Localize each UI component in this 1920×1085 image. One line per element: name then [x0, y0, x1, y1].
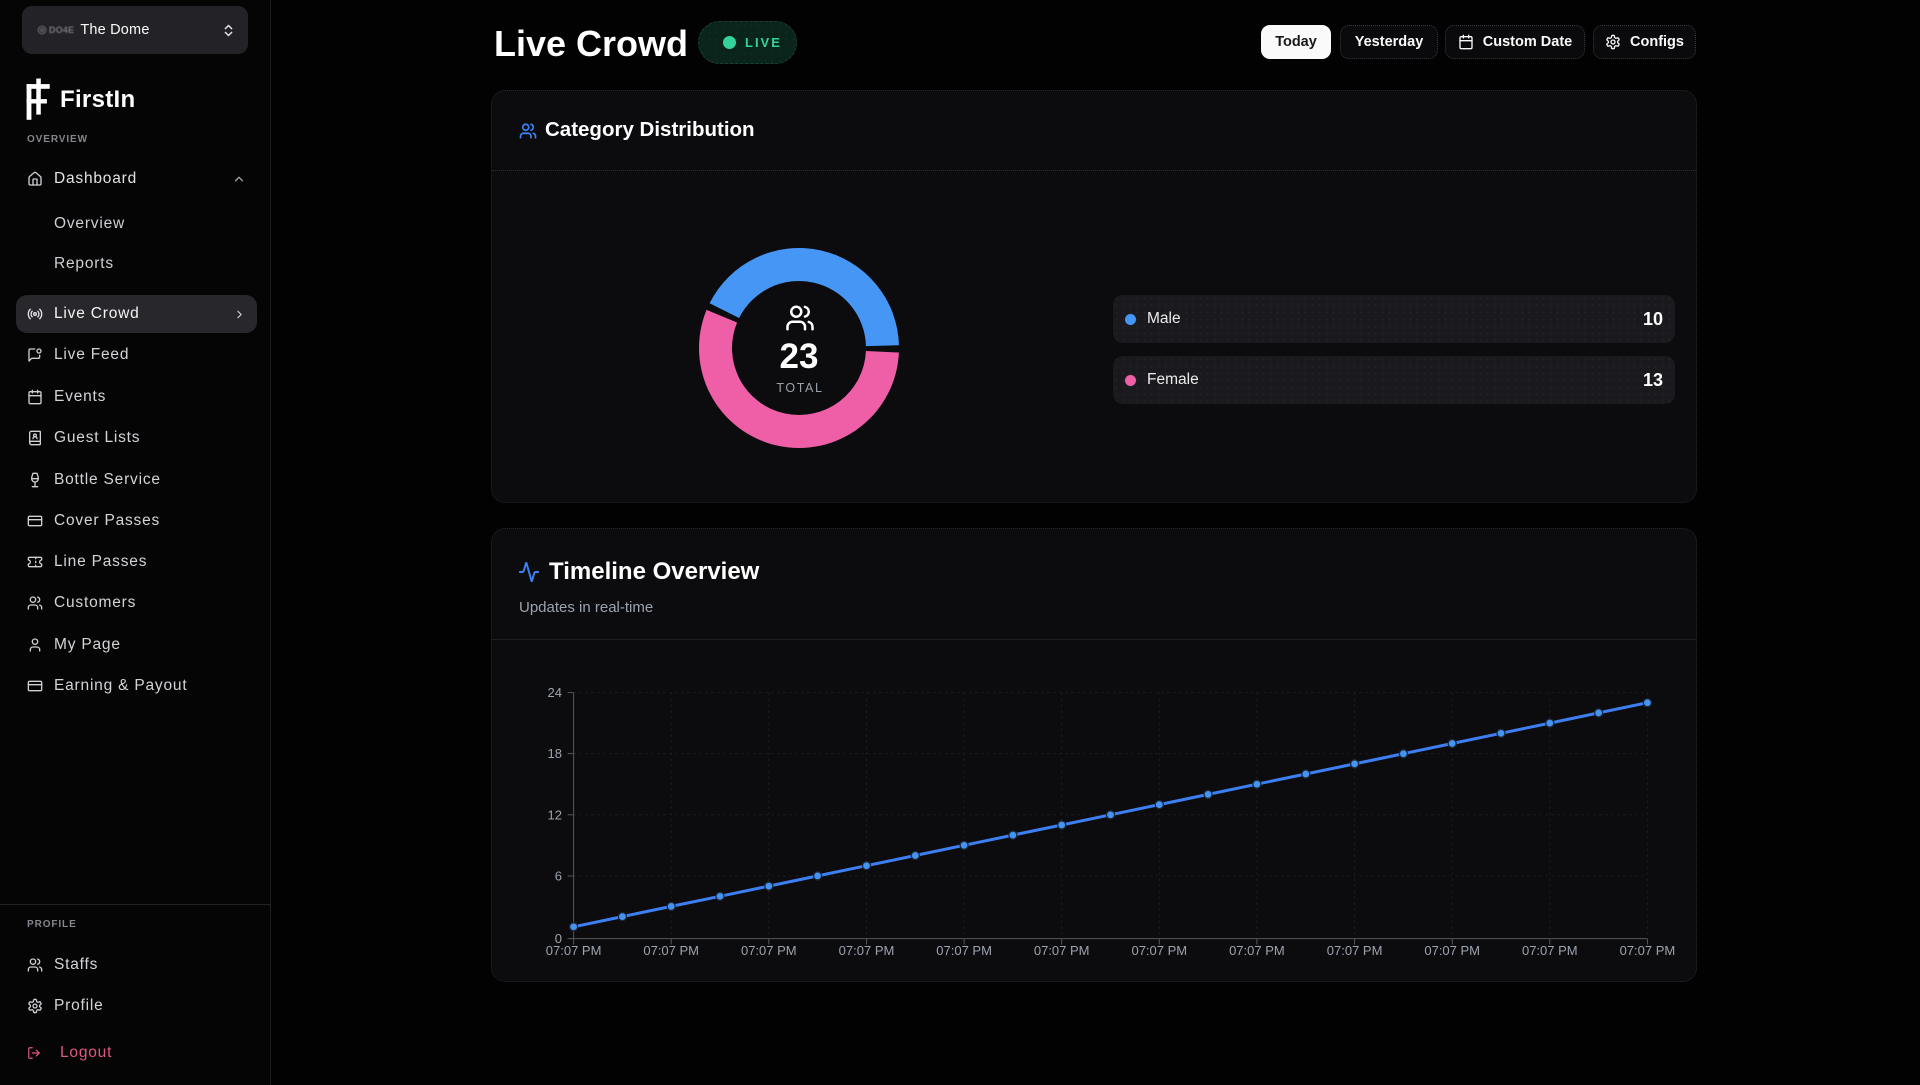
svg-text:07:07 PM: 07:07 PM: [1620, 943, 1676, 958]
svg-text:0: 0: [555, 931, 562, 946]
svg-text:07:07 PM: 07:07 PM: [741, 943, 797, 958]
svg-text:12: 12: [548, 807, 562, 822]
svg-text:24: 24: [548, 685, 562, 700]
svg-text:07:07 PM: 07:07 PM: [1229, 943, 1285, 958]
svg-text:07:07 PM: 07:07 PM: [1424, 943, 1480, 958]
svg-text:07:07 PM: 07:07 PM: [643, 943, 699, 958]
svg-text:07:07 PM: 07:07 PM: [1131, 943, 1187, 958]
svg-text:07:07 PM: 07:07 PM: [1327, 943, 1383, 958]
svg-text:6: 6: [555, 869, 562, 884]
svg-text:07:07 PM: 07:07 PM: [839, 943, 895, 958]
svg-text:07:07 PM: 07:07 PM: [936, 943, 992, 958]
svg-text:18: 18: [548, 746, 562, 761]
svg-text:07:07 PM: 07:07 PM: [1522, 943, 1578, 958]
svg-text:07:07 PM: 07:07 PM: [1034, 943, 1090, 958]
svg-text:07:07 PM: 07:07 PM: [546, 943, 602, 958]
